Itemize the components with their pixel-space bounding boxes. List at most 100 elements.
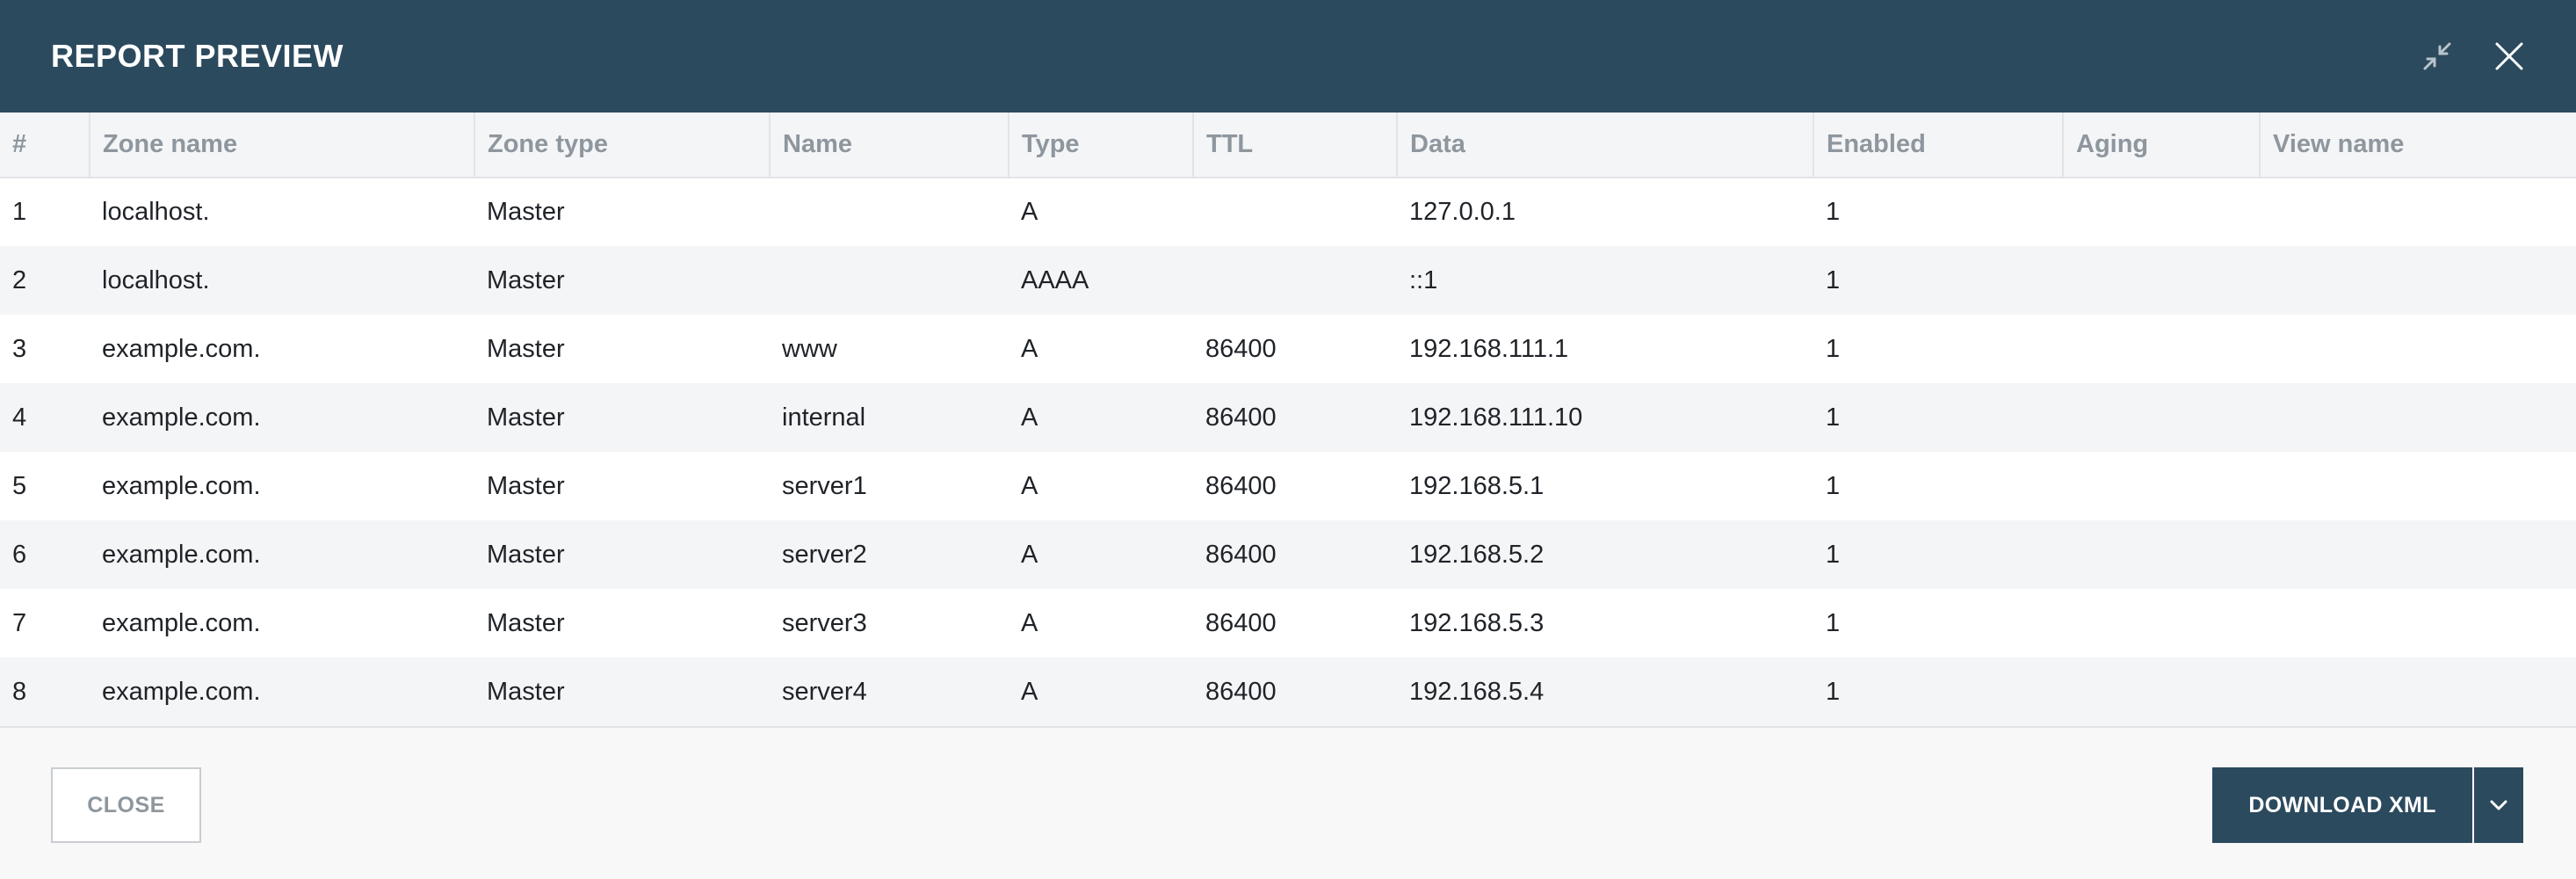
dialog-header: REPORT PREVIEW [0, 0, 2576, 113]
cell-zone-type: Master [487, 198, 565, 226]
cell-zone-name: example.com. [102, 334, 261, 363]
cell-index: 4 [12, 403, 27, 432]
cell-index: 3 [12, 334, 27, 363]
cell-type: A [1021, 403, 1038, 432]
table-row[interactable]: 7 example.com. Master server3 A 86400 192.168.… [0, 589, 2576, 657]
column-header-ttl[interactable]: TTL [1193, 113, 1398, 178]
cell-enabled: 1 [1826, 471, 1841, 500]
cell-data: 127.0.0.1 [1409, 198, 1516, 226]
cell-zone-type: Master [487, 334, 565, 363]
column-header-aging[interactable]: Aging [2063, 113, 2261, 178]
cell-enabled: 1 [1826, 403, 1841, 432]
header-actions [2416, 35, 2530, 77]
cell-name: internal [782, 403, 866, 432]
cell-index: 8 [12, 677, 27, 706]
collapse-icon[interactable] [2416, 35, 2458, 77]
cell-name [770, 178, 1009, 246]
cell-aging [2063, 589, 2260, 657]
cell-view-name [2260, 383, 2576, 452]
cell-zone-type: Master [487, 540, 565, 569]
cell-aging [2063, 520, 2260, 589]
cell-zone-name: example.com. [102, 540, 261, 569]
cell-view-name [2260, 589, 2576, 657]
column-header-view-name[interactable]: View name [2273, 130, 2405, 158]
table-row[interactable]: 8 example.com. Master server4 A 86400 192.168.… [0, 657, 2576, 726]
table-row[interactable]: 1 localhost. Master A 127.0.0.1 1 [0, 178, 2576, 246]
cell-aging [2063, 315, 2260, 383]
cell-enabled: 1 [1826, 677, 1841, 706]
column-header-name[interactable]: Name [770, 113, 1009, 178]
cell-name: server3 [782, 608, 867, 637]
cell-ttl: 86400 [1205, 403, 1277, 432]
cell-index: 6 [12, 540, 27, 569]
column-header-enabled[interactable]: Enabled [1813, 113, 2064, 178]
cell-index: 1 [12, 198, 27, 226]
column-header-index[interactable]: # [0, 113, 90, 178]
cell-ttl: 86400 [1205, 334, 1277, 363]
cell-index: 2 [12, 265, 27, 294]
cell-index: 7 [12, 608, 27, 637]
cell-ttl [1193, 246, 1397, 315]
cell-zone-name: example.com. [102, 677, 261, 706]
column-header-data[interactable]: Data [1397, 113, 1814, 178]
cell-zone-type: Master [487, 403, 565, 432]
table-row[interactable]: 5 example.com. Master server1 A 86400 192.168.… [0, 452, 2576, 520]
cell-type: A [1021, 608, 1038, 637]
cell-aging [2063, 657, 2260, 726]
cell-data: 192.168.111.10 [1409, 403, 1583, 432]
cell-enabled: 1 [1826, 608, 1841, 637]
cell-ttl: 86400 [1205, 608, 1277, 637]
cell-aging [2063, 383, 2260, 452]
cell-type: AAAA [1021, 265, 1089, 294]
cell-zone-name: example.com. [102, 403, 261, 432]
cell-aging [2063, 452, 2260, 520]
cell-ttl [1193, 178, 1397, 246]
cell-type: A [1021, 471, 1038, 500]
cell-zone-name: localhost. [102, 265, 210, 294]
cell-zone-name: example.com. [102, 471, 261, 500]
cell-aging [2063, 178, 2260, 246]
cell-name: server1 [782, 471, 867, 500]
cell-data: 192.168.111.1 [1409, 334, 1569, 363]
cell-view-name [2260, 315, 2576, 383]
report-table-container: # Zone name Zone type Name Type TTL Data… [0, 113, 2576, 728]
cell-zone-type: Master [487, 265, 565, 294]
cell-aging [2063, 246, 2260, 315]
column-header-zone-type[interactable]: Zone type [474, 113, 771, 178]
chevron-down-icon [2490, 800, 2507, 810]
column-header-zone-name[interactable]: Zone name [90, 113, 475, 178]
cell-ttl: 86400 [1205, 471, 1277, 500]
dialog-title: REPORT PREVIEW [51, 38, 344, 74]
close-button[interactable]: CLOSE [51, 767, 201, 843]
cell-data: 192.168.5.2 [1409, 540, 1545, 569]
close-icon[interactable] [2488, 35, 2530, 77]
dialog-footer: CLOSE DOWNLOAD XML [0, 728, 2576, 879]
table-header: # Zone name Zone type Name Type TTL Data… [0, 113, 2576, 178]
download-options-dropdown[interactable] [2474, 767, 2523, 843]
header-row: # Zone name Zone type Name Type TTL Data… [0, 113, 2576, 178]
cell-zone-type: Master [487, 471, 565, 500]
table-row[interactable]: 4 example.com. Master internal A 86400 192.168… [0, 383, 2576, 452]
table-row[interactable]: 2 localhost. Master AAAA::1 1 [0, 246, 2576, 315]
cell-view-name [2260, 657, 2576, 726]
cell-type: A [1021, 334, 1038, 363]
cell-enabled: 1 [1826, 334, 1841, 363]
cell-data: 192.168.5.1 [1409, 471, 1545, 500]
cell-data: 192.168.5.4 [1409, 677, 1545, 706]
cell-view-name [2260, 178, 2576, 246]
column-header-type[interactable]: Type [1009, 113, 1194, 178]
cell-name: server2 [782, 540, 867, 569]
table-row[interactable]: 3 example.com. Master www A 86400 192.168.111.… [0, 315, 2576, 383]
cell-data: 192.168.5.3 [1409, 608, 1545, 637]
cell-zone-name: example.com. [102, 608, 261, 637]
cell-zone-type: Master [487, 608, 565, 637]
table-row[interactable]: 6 example.com. Master server2 A 86400 192.168.… [0, 520, 2576, 589]
table-body: 1 localhost. Master A 127.0.0.1 1 2 localhost. M… [0, 178, 2576, 726]
cell-enabled: 1 [1826, 265, 1841, 294]
cell-view-name [2260, 452, 2576, 520]
cell-ttl: 86400 [1205, 540, 1277, 569]
cell-name [770, 246, 1009, 315]
cell-type: A [1021, 677, 1038, 706]
download-xml-button[interactable]: DOWNLOAD XML [2212, 767, 2472, 843]
